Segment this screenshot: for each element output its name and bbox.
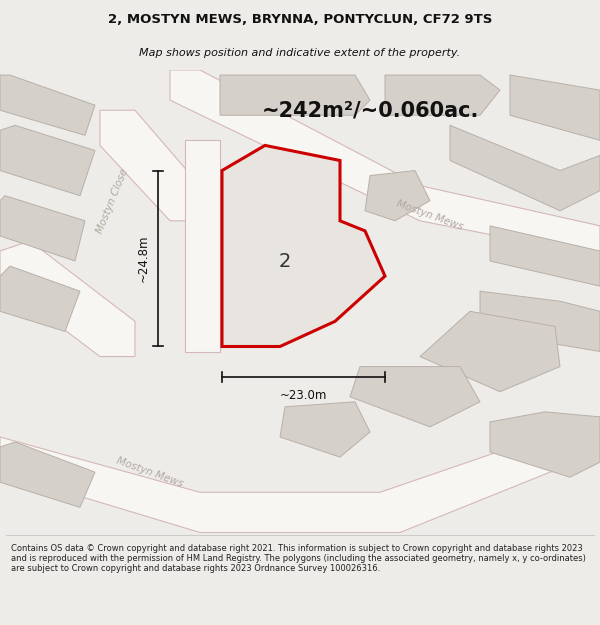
Text: ~23.0m: ~23.0m bbox=[280, 389, 327, 402]
Polygon shape bbox=[0, 266, 80, 331]
Text: Contains OS data © Crown copyright and database right 2021. This information is : Contains OS data © Crown copyright and d… bbox=[11, 544, 586, 573]
Text: Mostyn Close: Mostyn Close bbox=[94, 167, 130, 234]
Polygon shape bbox=[0, 241, 135, 356]
Polygon shape bbox=[490, 226, 600, 286]
Polygon shape bbox=[185, 141, 220, 351]
Polygon shape bbox=[0, 75, 95, 136]
Text: 2, MOSTYN MEWS, BRYNNA, PONTYCLUN, CF72 9TS: 2, MOSTYN MEWS, BRYNNA, PONTYCLUN, CF72 … bbox=[108, 13, 492, 26]
Text: ~242m²/~0.060ac.: ~242m²/~0.060ac. bbox=[262, 100, 479, 120]
Polygon shape bbox=[490, 412, 600, 478]
Text: 2: 2 bbox=[279, 251, 291, 271]
Polygon shape bbox=[222, 146, 385, 346]
Polygon shape bbox=[365, 171, 430, 221]
Polygon shape bbox=[100, 110, 200, 221]
Polygon shape bbox=[0, 125, 95, 196]
Polygon shape bbox=[280, 402, 370, 457]
Polygon shape bbox=[0, 442, 95, 508]
Polygon shape bbox=[480, 291, 600, 351]
Polygon shape bbox=[385, 75, 500, 115]
Polygon shape bbox=[510, 75, 600, 141]
Polygon shape bbox=[0, 196, 85, 261]
Polygon shape bbox=[220, 75, 370, 115]
Text: Mostyn Mews: Mostyn Mews bbox=[115, 456, 185, 489]
Polygon shape bbox=[350, 367, 480, 427]
Text: ~24.8m: ~24.8m bbox=[137, 235, 150, 282]
Polygon shape bbox=[450, 125, 600, 211]
Polygon shape bbox=[420, 311, 560, 392]
Polygon shape bbox=[0, 417, 600, 532]
Polygon shape bbox=[170, 70, 600, 256]
Text: Mostyn Mews: Mostyn Mews bbox=[395, 199, 464, 232]
Text: Map shows position and indicative extent of the property.: Map shows position and indicative extent… bbox=[139, 48, 461, 58]
